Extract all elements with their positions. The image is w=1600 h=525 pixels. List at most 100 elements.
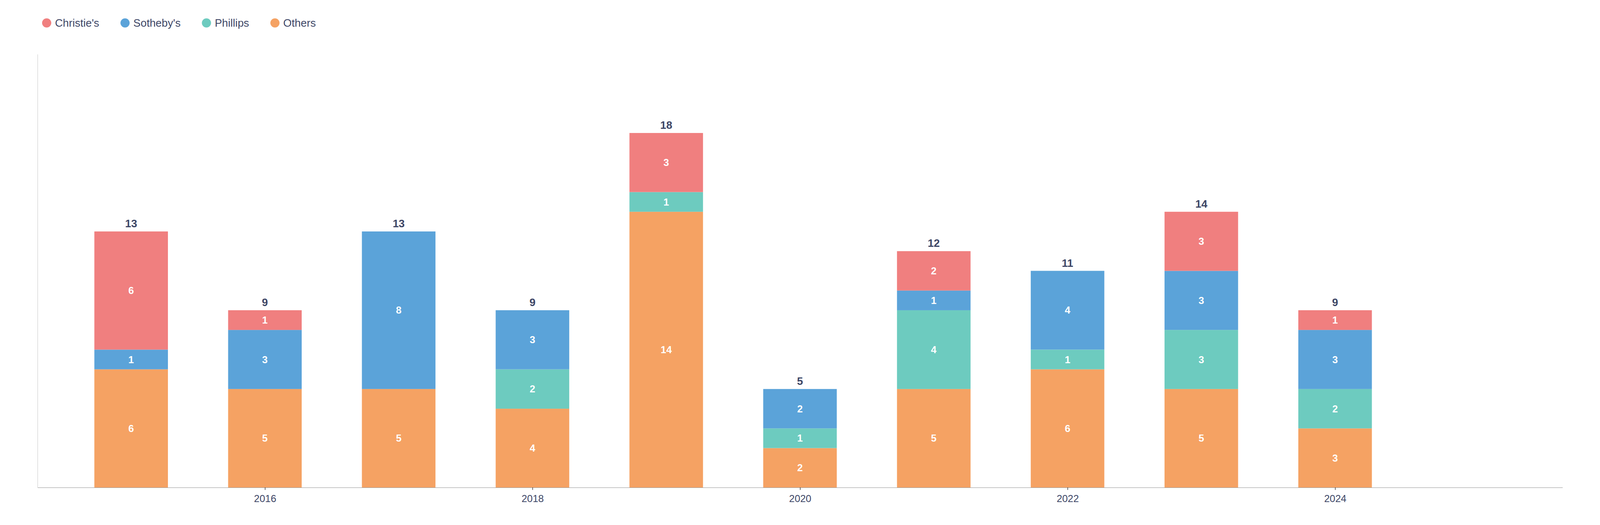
total-label: 13	[392, 217, 405, 230]
segment-label: 6	[1064, 422, 1070, 434]
legend-label: Phillips	[214, 16, 249, 30]
x-tick-mark	[265, 487, 266, 490]
legend-swatch	[201, 18, 211, 28]
segment-label: 4	[930, 343, 937, 355]
x-tick-mark	[800, 487, 801, 490]
x-tick-label: 2022	[1056, 492, 1079, 504]
legend-swatch	[42, 18, 52, 28]
total-label: 14	[1195, 197, 1208, 210]
segment-label: 6	[128, 422, 134, 434]
bar-segment	[897, 290, 971, 310]
bar-segment	[1030, 369, 1105, 488]
bar-segment	[495, 310, 570, 370]
segment-label: 5	[1198, 432, 1204, 444]
x-tick-mark	[532, 487, 533, 490]
segment-label: 2	[797, 402, 803, 415]
segment-label: 6	[128, 284, 134, 296]
bar-segment	[1164, 388, 1239, 488]
legend-label: Others	[283, 16, 316, 30]
segment-label: 3	[1198, 235, 1204, 247]
x-tick: 2018	[521, 487, 544, 504]
bar-segment	[763, 388, 838, 389]
bar-segment	[629, 192, 704, 212]
y-axis	[37, 54, 38, 488]
segment-label: 4	[529, 442, 536, 454]
segment-label: 3	[663, 156, 669, 168]
segment-label: 2	[1332, 402, 1338, 415]
bar-segment	[897, 310, 971, 389]
bar-segment	[362, 231, 436, 232]
bar-segment	[1298, 427, 1373, 488]
segment-label: 1	[128, 353, 134, 365]
segment-label: 1	[1332, 314, 1338, 326]
plot: 2016201820202022202465541425653211413213…	[37, 54, 1563, 505]
segment-label: 3	[1332, 452, 1338, 464]
bar-segment	[495, 408, 570, 488]
legend-item: Phillips	[201, 16, 249, 30]
legend-swatch	[270, 18, 280, 28]
bar-segment	[94, 369, 168, 488]
segment-label: 8	[395, 304, 402, 316]
legend-item: Christie's	[42, 16, 100, 30]
legend-item: Others	[270, 16, 316, 30]
total-label: 11	[1061, 256, 1074, 270]
bar-segment	[629, 211, 704, 488]
bars	[94, 132, 1372, 488]
bar-segment	[495, 369, 570, 409]
bar-segment	[1164, 211, 1239, 271]
bar-segment	[763, 447, 838, 488]
bar-segment	[94, 349, 168, 369]
segment-label: 1	[1064, 353, 1070, 365]
bar-segment	[1298, 310, 1373, 330]
x-tick: 2022	[1056, 487, 1079, 504]
x-tick-mark	[1335, 487, 1336, 490]
bar-segment	[94, 231, 168, 350]
bar-segment	[228, 388, 303, 488]
chart: 2016201820202022202465541425653211413213…	[0, 0, 1600, 525]
total-label: 18	[660, 118, 673, 132]
legend-item: Sotheby's	[120, 16, 181, 30]
legend: Christie's Sotheby's Phillips Others	[42, 16, 316, 30]
total-label: 9	[1332, 295, 1338, 309]
bar-segment	[763, 388, 838, 428]
y-axis-line	[37, 54, 38, 488]
segment-label: 5	[395, 432, 402, 444]
bar-segment	[1030, 349, 1105, 369]
bar-segment	[362, 231, 436, 389]
segment-label: 1	[930, 294, 937, 306]
segment-label: 5	[930, 432, 937, 444]
bar-segment	[763, 427, 838, 448]
segment-label: 1	[797, 432, 803, 444]
segment-label: 2	[930, 265, 937, 277]
x-axis: 2016 2018 2020 2022 2024	[37, 487, 1563, 504]
legend-swatch	[120, 18, 130, 28]
legend-label: Christie's	[55, 16, 100, 30]
bar-segment	[1298, 388, 1373, 428]
x-tick: 2016	[254, 487, 277, 504]
series-bars	[94, 211, 1372, 488]
total-label: 9	[262, 295, 268, 309]
segment-label: 1	[262, 314, 268, 326]
series-bars	[495, 192, 1373, 448]
bar-segment	[1164, 329, 1239, 389]
bar-segment	[629, 132, 704, 193]
bar-segment	[228, 310, 303, 330]
bar-segment	[897, 388, 971, 488]
x-tick-label: 2016	[254, 492, 277, 504]
x-tick: 2024	[1324, 487, 1347, 504]
segment-label: 3	[1332, 353, 1338, 365]
bar-segment	[228, 329, 303, 389]
bar-segment	[1164, 270, 1239, 330]
data-labels: 6554142565321141321383214336132311391391…	[125, 118, 1338, 473]
total-label: 12	[927, 236, 940, 250]
x-tick-label: 2020	[789, 492, 812, 504]
bar-segment	[1030, 270, 1105, 350]
x-tick-mark	[1067, 487, 1068, 490]
total-label: 9	[529, 295, 536, 309]
segment-label: 3	[262, 353, 268, 365]
segment-label: 3	[1198, 294, 1204, 306]
segment-label: 5	[262, 432, 268, 444]
segment-label: 1	[663, 196, 669, 208]
x-tick-label: 2024	[1324, 492, 1347, 504]
bar-segment	[1298, 329, 1373, 389]
